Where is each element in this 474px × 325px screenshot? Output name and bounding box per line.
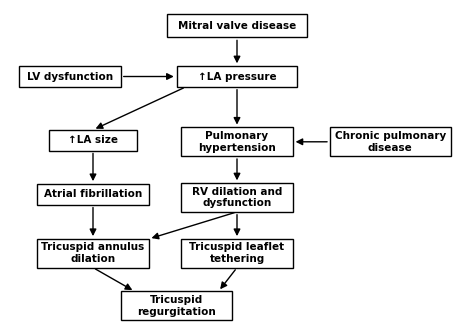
FancyBboxPatch shape <box>181 239 293 267</box>
FancyBboxPatch shape <box>330 127 451 156</box>
FancyBboxPatch shape <box>121 292 232 320</box>
Text: Pulmonary
hypertension: Pulmonary hypertension <box>198 131 276 153</box>
Text: Tricuspid
regurgitation: Tricuspid regurgitation <box>137 295 216 317</box>
FancyBboxPatch shape <box>181 183 293 212</box>
FancyBboxPatch shape <box>167 14 307 37</box>
FancyBboxPatch shape <box>18 66 121 87</box>
FancyBboxPatch shape <box>37 239 149 267</box>
FancyBboxPatch shape <box>49 130 137 150</box>
Text: Tricuspid annulus
dilation: Tricuspid annulus dilation <box>41 242 145 264</box>
Text: Chronic pulmonary
disease: Chronic pulmonary disease <box>335 131 446 153</box>
Text: ↑LA pressure: ↑LA pressure <box>198 72 276 82</box>
FancyBboxPatch shape <box>177 66 297 87</box>
Text: Tricuspid leaflet
tethering: Tricuspid leaflet tethering <box>190 242 284 264</box>
Text: ↑LA size: ↑LA size <box>68 135 118 145</box>
FancyBboxPatch shape <box>37 184 149 205</box>
Text: LV dysfunction: LV dysfunction <box>27 72 113 82</box>
FancyBboxPatch shape <box>181 127 293 156</box>
Text: Mitral valve disease: Mitral valve disease <box>178 20 296 31</box>
Text: Atrial fibrillation: Atrial fibrillation <box>44 189 142 199</box>
Text: RV dilation and
dysfunction: RV dilation and dysfunction <box>192 187 282 208</box>
